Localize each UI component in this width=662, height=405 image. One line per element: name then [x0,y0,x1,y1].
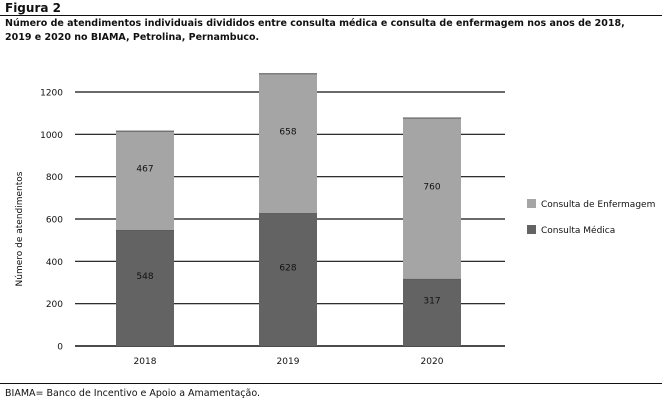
legend-swatch [527,199,536,208]
data-label: 760 [423,182,440,192]
data-label: 548 [136,272,153,282]
legend-label: Consulta de Enfermagem [541,200,655,210]
y-tick-label: 800 [46,173,63,183]
footnote: BIAMA= Banco de Incentivo e Apoio a Amam… [5,388,261,399]
bar-segment [259,213,317,346]
y-tick-label: 1000 [40,131,63,141]
bottom-rule [0,383,662,384]
legend-swatch [527,225,536,234]
x-tick-label: 2019 [277,357,300,367]
bar-segment [116,131,174,231]
y-tick-label: 600 [46,216,63,226]
data-label: 658 [279,127,296,137]
bar-segment [259,73,317,214]
x-tick-label: 2020 [421,357,444,367]
figure-caption: Número de atendimentos individuais divid… [5,18,625,43]
data-label: 467 [136,165,153,175]
y-axis-label: Número de atendimentos [15,171,25,286]
bar-segment [403,118,461,279]
figure-label: Figura 2 [5,1,61,15]
x-tick-label: 2018 [134,357,157,367]
data-label: 628 [279,264,296,274]
y-tick-label: 400 [46,258,63,268]
bar-segment [116,230,174,346]
data-label: 317 [423,296,440,306]
bar-segment [403,278,461,346]
top-rule [0,15,662,16]
y-tick-label: 200 [46,300,63,310]
y-tick-label: 1200 [40,89,63,99]
legend-label: Consulta Médica [541,225,615,236]
y-tick-label: 0 [57,343,63,353]
